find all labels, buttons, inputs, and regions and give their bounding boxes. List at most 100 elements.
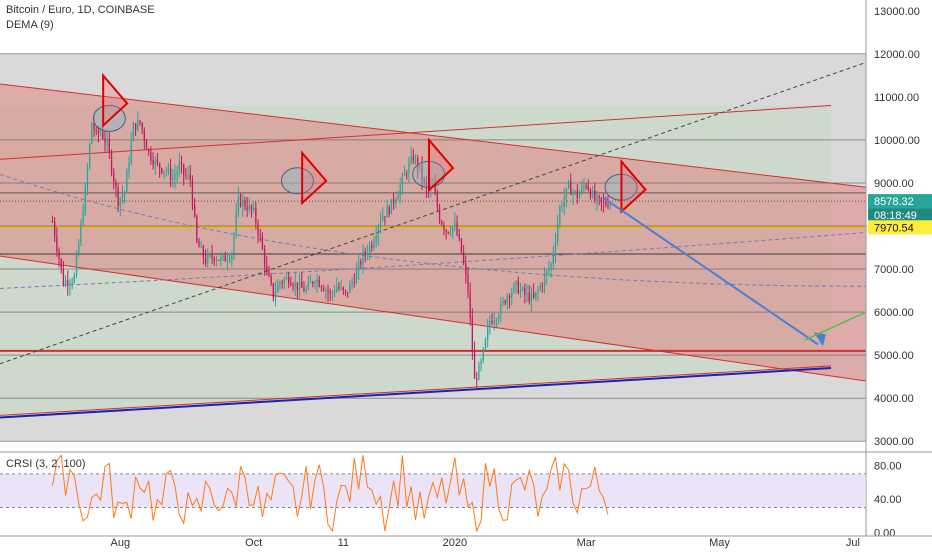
channel-lower-line — [0, 255, 867, 382]
candle-body — [570, 181, 572, 195]
annotation-circle — [280, 167, 314, 195]
candle-body — [174, 174, 176, 179]
candle-body — [449, 232, 452, 234]
candle-body — [246, 206, 248, 211]
candle-body — [609, 202, 611, 207]
candle-body — [561, 207, 563, 209]
candle-body — [471, 317, 474, 352]
candle-body — [456, 222, 458, 235]
price-tick-label: 9000.00 — [874, 178, 914, 190]
candle-body — [95, 130, 97, 132]
candle-body — [445, 229, 447, 233]
candle-body — [528, 293, 530, 302]
candle-body — [281, 282, 283, 284]
price-tick-label: 3000.00 — [874, 436, 914, 448]
candle-body — [460, 238, 463, 253]
candle-body — [183, 164, 185, 176]
alt-forecast-arrow — [804, 311, 867, 341]
candle-body — [524, 288, 526, 295]
candle-body — [406, 173, 408, 175]
candle-body — [535, 292, 537, 298]
candle-body — [382, 216, 384, 221]
candle-body — [331, 292, 334, 294]
candle-body — [277, 284, 279, 293]
price-tick-label: 4000.00 — [874, 393, 914, 405]
candle-body — [80, 222, 82, 243]
candle-body — [386, 206, 388, 218]
candle-body — [60, 258, 62, 269]
candle-body — [239, 195, 242, 207]
candle-body — [395, 200, 397, 204]
candle-body — [106, 138, 108, 143]
candle-body — [329, 292, 331, 294]
long-term-support-line — [0, 367, 832, 419]
price-tick-label: 11000.00 — [874, 92, 919, 104]
candle-body — [342, 287, 344, 291]
candle-body — [567, 181, 570, 188]
candle-body — [261, 236, 264, 250]
candle-body — [344, 290, 347, 292]
candle-body — [399, 185, 401, 197]
price-tick-label: 12000.00 — [874, 49, 920, 61]
candle-body — [511, 292, 513, 299]
candle-body — [423, 179, 425, 182]
candle-body — [224, 255, 226, 262]
oscillator-tick-label: 80.00 — [874, 460, 902, 472]
candle-body — [185, 175, 187, 177]
candle-body — [307, 282, 310, 290]
oscillator-tick-label: 40.00 — [874, 494, 902, 506]
candle-body — [67, 280, 69, 286]
forecast-arrowhead — [813, 332, 826, 347]
candle-body — [532, 293, 535, 298]
candle-body — [237, 195, 240, 214]
candle-body — [301, 281, 303, 288]
candle-body — [323, 288, 325, 291]
candle-body — [368, 245, 371, 254]
candle-body — [316, 279, 318, 283]
candle-body — [443, 224, 445, 230]
price-tick-label: 10000.00 — [874, 135, 920, 147]
annotation-triangle — [620, 158, 647, 214]
candle-body — [364, 251, 366, 254]
candle-body — [312, 282, 314, 284]
candle-body — [333, 291, 336, 293]
candle-body — [244, 200, 246, 207]
candle-body — [454, 222, 456, 227]
candle-body — [161, 168, 163, 173]
candle-body — [69, 283, 71, 286]
candle-body — [465, 263, 467, 275]
candle-body — [373, 241, 375, 248]
candle-body — [357, 261, 360, 271]
candle-body — [504, 300, 506, 304]
candle-body — [482, 348, 484, 361]
candle-body — [268, 270, 270, 277]
candle-body — [91, 123, 93, 144]
candle-body — [556, 223, 559, 242]
candle-body — [390, 198, 393, 215]
candle-body — [419, 165, 421, 169]
candle-body — [548, 268, 550, 272]
candle-body — [198, 241, 200, 248]
candle-body — [235, 213, 237, 235]
candle-body — [176, 170, 178, 175]
candle-body — [452, 226, 454, 233]
oscillator-tick-label: 0.00 — [874, 528, 895, 540]
candle-body — [73, 275, 76, 282]
wedge-lower-line — [0, 365, 832, 416]
candle-body — [506, 296, 509, 304]
candle-body — [134, 123, 137, 131]
candle-body — [148, 149, 150, 152]
last-price-tag-label: 8578.32 — [874, 196, 914, 208]
candle-body — [421, 165, 423, 180]
candle-body — [202, 246, 205, 258]
candle-body — [143, 130, 145, 141]
candle-body — [467, 274, 469, 293]
candle-body — [228, 259, 231, 261]
candle-body — [436, 194, 439, 208]
level-tag — [868, 220, 932, 235]
candle-body — [104, 138, 106, 143]
candle-body — [318, 279, 320, 287]
candle-body — [392, 198, 395, 204]
